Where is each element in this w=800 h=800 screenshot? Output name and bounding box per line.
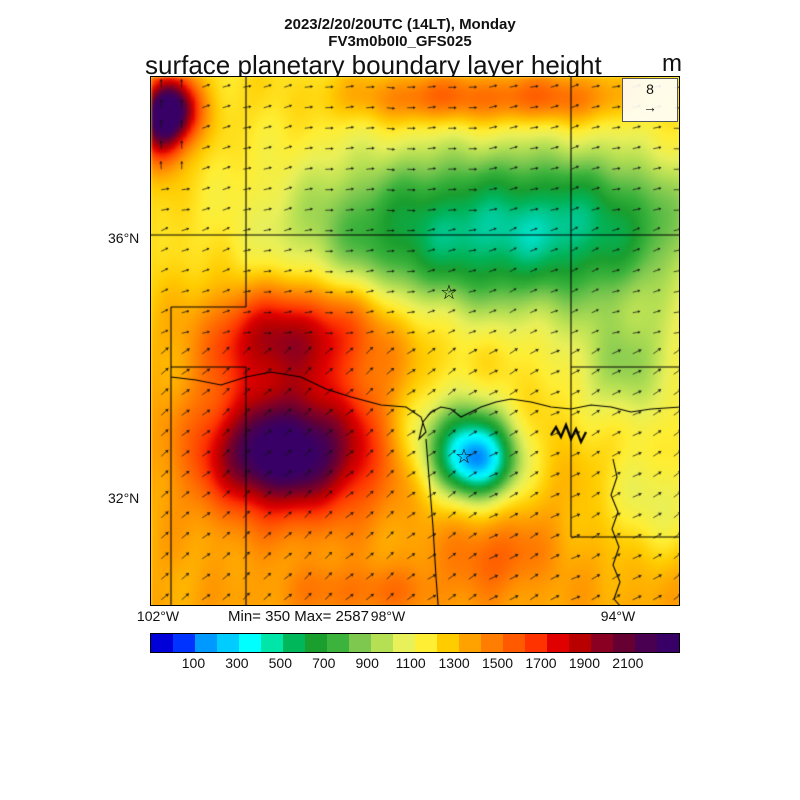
wind-scale-legend-box: 8 →	[622, 78, 678, 122]
colorbar-tick-label: 500	[269, 655, 292, 671]
colorbar-swatch	[459, 634, 481, 652]
colorbar-swatch	[239, 634, 261, 652]
colorbar-tick-labels: 100 300 500 700 900 1100 1300 1500 1700 1900 2100	[150, 653, 680, 673]
colorbar-swatch	[547, 634, 569, 652]
colorbar-tick-label: 700	[312, 655, 335, 671]
colorbar-tick-label: 300	[225, 655, 248, 671]
station-marker-star[interactable]: ☆	[440, 283, 458, 303]
colorbar-swatch	[195, 634, 217, 652]
unit-label-meters: m	[662, 50, 682, 78]
colorbar-swatch	[635, 634, 657, 652]
colorbar-swatch	[261, 634, 283, 652]
latitude-tick-label: 36°N	[108, 230, 139, 246]
colorbar-swatch	[525, 634, 547, 652]
colorbar-tick-label: 1300	[439, 655, 470, 671]
colorbar-swatch	[371, 634, 393, 652]
station-marker-star[interactable]: ☆	[455, 447, 473, 467]
min-max-value-label: Min= 350 Max= 2587	[228, 608, 369, 625]
colorbar-swatch	[657, 634, 679, 652]
latitude-tick-label: 32°N	[108, 490, 139, 506]
weather-map-root: 2023/2/20/20UTC (14LT), Monday FV3m0b0I0…	[0, 0, 800, 800]
colorbar-tick-label: 900	[356, 655, 379, 671]
colorbar-tick-label: 100	[182, 655, 205, 671]
colorbar-swatch	[503, 634, 525, 652]
colorbar-swatch	[283, 634, 305, 652]
colorbar-swatch	[437, 634, 459, 652]
header-datetime-label: 2023/2/20/20UTC (14LT), Monday	[284, 16, 515, 33]
colorbar-swatch	[415, 634, 437, 652]
colorbar-gradient	[150, 633, 680, 653]
wind-scale-arrow-icon: →	[623, 99, 677, 115]
colorbar-swatch	[393, 634, 415, 652]
longitude-tick-label: 94°W	[601, 608, 635, 624]
colorbar-swatch	[481, 634, 503, 652]
longitude-tick-label: 98°W	[371, 608, 405, 624]
longitude-tick-label: 102°W	[137, 608, 179, 624]
colorbar-swatch	[569, 634, 591, 652]
colorbar-swatch	[305, 634, 327, 652]
colorbar-tick-label: 2100	[612, 655, 643, 671]
wind-vector-field-layer	[151, 77, 680, 606]
map-plot-area: ☆ ☆	[150, 76, 680, 606]
wind-scale-value-label: 8	[623, 81, 677, 97]
colorbar-swatch	[327, 634, 349, 652]
colorbar-tick-label: 1100	[396, 655, 426, 671]
colorbar-swatch	[349, 634, 371, 652]
colorbar-swatch	[591, 634, 613, 652]
colorbar-tick-label: 1700	[525, 655, 556, 671]
colorbar-swatch	[613, 634, 635, 652]
colorbar-tick-label: 1500	[482, 655, 513, 671]
colorbar-swatch	[173, 634, 195, 652]
header-model-label: FV3m0b0I0_GFS025	[328, 33, 471, 50]
colorbar-swatch	[151, 634, 173, 652]
colorbar-container: 100 300 500 700 900 1100 1300 1500 1700 1900 2100	[150, 633, 680, 673]
colorbar-tick-label: 1900	[569, 655, 600, 671]
colorbar-swatch	[217, 634, 239, 652]
